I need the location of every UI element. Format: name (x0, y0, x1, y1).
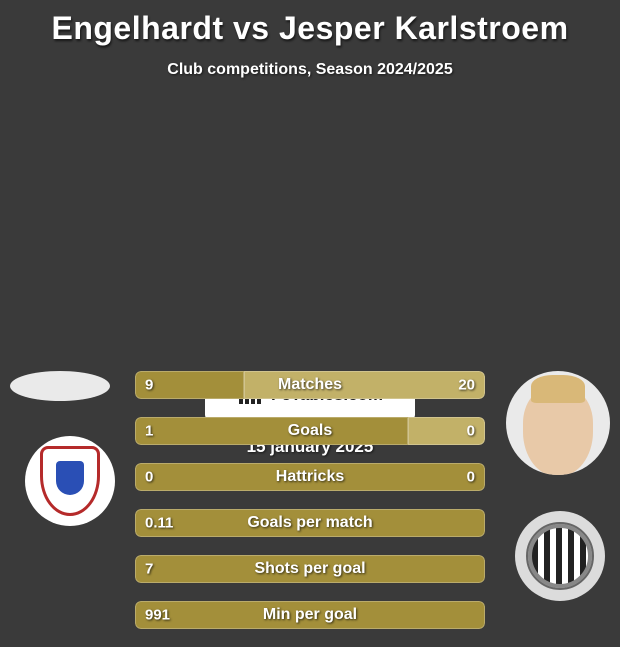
stat-label: Min per goal (263, 606, 357, 624)
stat-value-left: 7 (145, 561, 153, 578)
comparison-panel: 920Matches10Goals00Hattricks0.11Goals pe… (0, 371, 620, 457)
club-right-crest (515, 511, 605, 601)
stat-value-left: 9 (145, 377, 153, 394)
stat-row: 0 0 Hattricks (135, 463, 485, 491)
stat-value-right: 0 (467, 469, 475, 486)
stat-value-right: 20 (458, 377, 475, 394)
stat-value-left: 1 (145, 423, 153, 440)
stat-value-right: 0 (467, 423, 475, 440)
stat-label: Goals (288, 422, 332, 440)
stat-bars: 9 20 Matches 1 0 Goals 0 0 Hattricks 0.11 Goals pe… (135, 371, 485, 647)
stat-row: 1 0 Goals (135, 417, 485, 445)
stat-value-left: 991 (145, 607, 170, 624)
stat-label: Hattricks (276, 468, 344, 486)
club-left-crest (25, 436, 115, 526)
stat-row: 9 20 Matches (135, 371, 485, 399)
stat-value-left: 0.11 (145, 515, 173, 532)
subtitle: Club competitions, Season 2024/2025 (0, 61, 620, 79)
stat-label: Goals per match (247, 514, 372, 532)
stat-value-left: 0 (145, 469, 153, 486)
player-left-avatar (10, 371, 110, 401)
stat-label: Matches (278, 376, 342, 394)
stat-row: 991 Min per goal (135, 601, 485, 629)
player-right-avatar (506, 371, 610, 475)
bar-fill-left (135, 417, 408, 445)
page-title: Engelhardt vs Jesper Karlstroem (0, 0, 620, 47)
stat-row: 7 Shots per goal (135, 555, 485, 583)
stat-row: 0.11 Goals per match (135, 509, 485, 537)
stat-label: Shots per goal (254, 560, 365, 578)
